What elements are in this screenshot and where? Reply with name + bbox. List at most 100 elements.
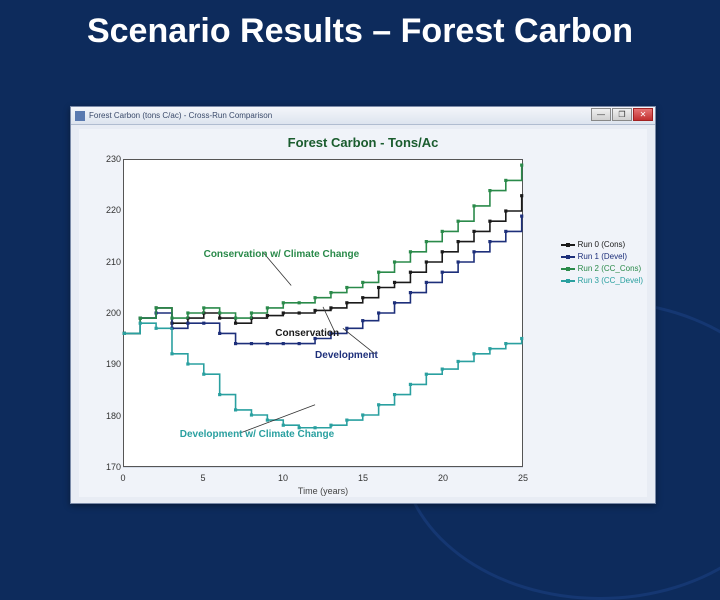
series-marker: [170, 352, 173, 355]
y-tick-label: 180: [93, 411, 121, 421]
series-marker: [441, 230, 444, 233]
maximize-button[interactable]: ❐: [612, 108, 632, 121]
series-marker: [504, 342, 507, 345]
series-marker: [266, 342, 269, 345]
x-tick-label: 0: [120, 473, 125, 483]
legend-swatch: [561, 244, 575, 246]
series-marker: [457, 240, 460, 243]
x-tick-label: 10: [278, 473, 288, 483]
series-marker: [329, 291, 332, 294]
series-marker: [488, 220, 491, 223]
series-marker: [520, 215, 523, 218]
legend-item: Run 1 (Devel): [561, 251, 643, 263]
series-marker: [218, 311, 221, 314]
series-marker: [472, 204, 475, 207]
series-marker: [345, 301, 348, 304]
series-line: [124, 216, 521, 344]
series-marker: [139, 317, 142, 320]
series-marker: [425, 281, 428, 284]
annotation-label: Conservation: [275, 328, 339, 339]
annotation-label: Development w/ Climate Change: [180, 429, 334, 440]
series-marker: [266, 419, 269, 422]
series-marker: [520, 337, 523, 340]
series-marker: [298, 311, 301, 314]
series-marker: [377, 311, 380, 314]
series-marker: [488, 240, 491, 243]
legend-item: Run 3 (CC_Devel): [561, 275, 643, 287]
series-marker: [441, 250, 444, 253]
series-marker: [345, 419, 348, 422]
series-marker: [425, 260, 428, 263]
series-marker: [441, 271, 444, 274]
legend-swatch: [561, 280, 575, 282]
x-tick-label: 20: [438, 473, 448, 483]
series-marker: [441, 368, 444, 371]
series-marker: [123, 332, 126, 335]
plot-area: Conservation w/ Climate Change Conservati…: [123, 159, 523, 467]
legend-swatch: [561, 268, 575, 270]
series-marker: [186, 311, 189, 314]
series-marker: [488, 189, 491, 192]
series-marker: [282, 311, 285, 314]
series-marker: [202, 306, 205, 309]
series-marker: [472, 352, 475, 355]
series-marker: [298, 301, 301, 304]
window-title: Forest Carbon (tons C/ac) - Cross-Run Co…: [89, 111, 272, 120]
series-marker: [361, 296, 364, 299]
series-marker: [409, 291, 412, 294]
series-marker: [393, 260, 396, 263]
y-tick-label: 230: [93, 154, 121, 164]
series-marker: [186, 322, 189, 325]
series-marker: [250, 342, 253, 345]
series-marker: [472, 230, 475, 233]
legend-label: Run 0 (Cons): [578, 239, 626, 251]
legend-label: Run 2 (CC_Cons): [578, 263, 642, 275]
chart-lines: [124, 160, 522, 466]
series-line: [124, 196, 521, 334]
series-marker: [218, 317, 221, 320]
series-marker: [393, 393, 396, 396]
series-marker: [155, 306, 158, 309]
series-marker: [504, 230, 507, 233]
series-marker: [345, 327, 348, 330]
series-marker: [425, 373, 428, 376]
series-marker: [202, 322, 205, 325]
series-marker: [250, 311, 253, 314]
series-marker: [250, 413, 253, 416]
series-marker: [218, 332, 221, 335]
y-tick-label: 210: [93, 257, 121, 267]
y-tick-label: 190: [93, 359, 121, 369]
window-controls: — ❐ ✕: [591, 108, 653, 121]
legend-label: Run 3 (CC_Devel): [578, 275, 643, 287]
legend-item: Run 2 (CC_Cons): [561, 263, 643, 275]
series-marker: [298, 342, 301, 345]
series-marker: [488, 347, 491, 350]
series-marker: [457, 260, 460, 263]
series-marker: [472, 250, 475, 253]
y-tick-label: 200: [93, 308, 121, 318]
window-titlebar[interactable]: Forest Carbon (tons C/ac) - Cross-Run Co…: [71, 107, 655, 125]
close-button[interactable]: ✕: [633, 108, 653, 121]
series-marker: [234, 342, 237, 345]
series-marker: [393, 301, 396, 304]
series-marker: [139, 322, 142, 325]
annotation-label: Conservation w/ Climate Change: [204, 249, 360, 260]
series-marker: [313, 309, 316, 312]
annotation-label: Development: [315, 350, 378, 361]
series-marker: [361, 319, 364, 322]
series-marker: [170, 317, 173, 320]
series-marker: [361, 281, 364, 284]
series-marker: [266, 314, 269, 317]
series-marker: [457, 220, 460, 223]
series-marker: [282, 301, 285, 304]
series-marker: [504, 209, 507, 212]
y-tick-label: 170: [93, 462, 121, 472]
series-marker: [520, 194, 523, 197]
minimize-button[interactable]: —: [591, 108, 611, 121]
series-marker: [425, 240, 428, 243]
chart-panel: Forest Carbon - Tons/Ac 1701801902002102…: [79, 129, 647, 497]
series-marker: [155, 327, 158, 330]
series-marker: [313, 296, 316, 299]
series-marker: [393, 281, 396, 284]
series-marker: [457, 360, 460, 363]
